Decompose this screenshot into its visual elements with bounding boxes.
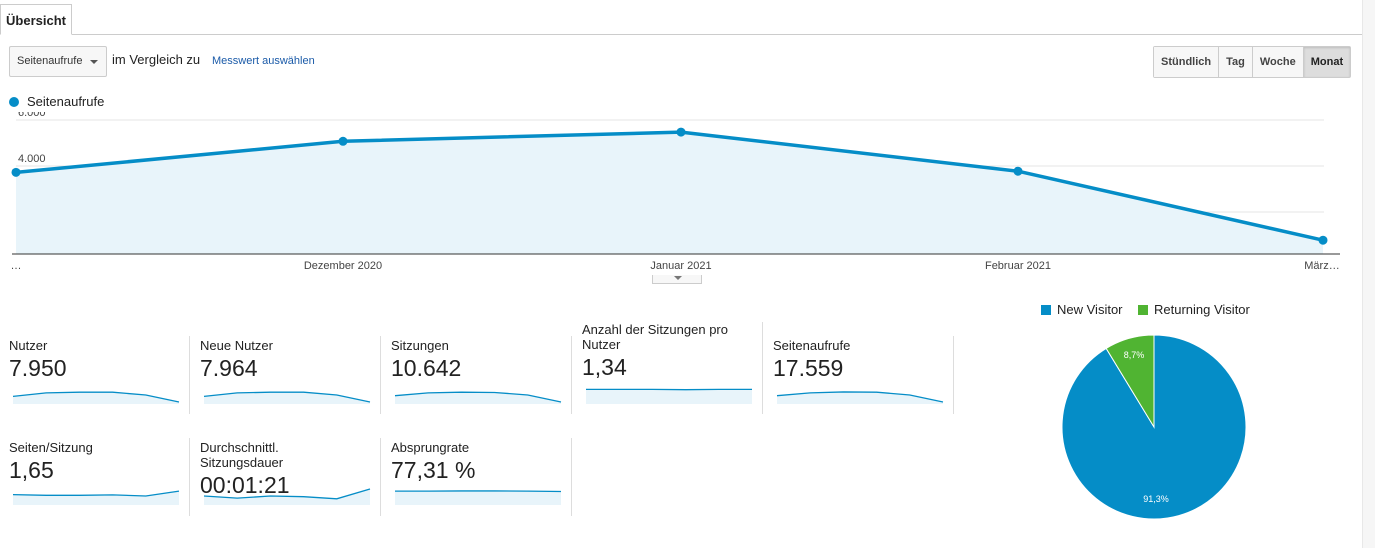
metric-label: Anzahl der Sitzungen pro Nutzer [582,322,728,352]
metric-value: 77,31 % [391,457,476,483]
granularity-switch: Stündlich Tag Woche Monat [1153,46,1352,78]
x-tick-label: … [11,260,22,272]
tile-divider [571,438,572,516]
sparkline-area [395,392,561,404]
metric-label: Seitenaufrufe [773,338,851,353]
tile-divider [189,438,190,516]
data-point[interactable] [338,136,348,146]
tile-divider [953,336,954,414]
series-legend-dot [9,97,19,107]
y-tick-label: 4.000 [18,153,46,165]
metric-sparkline [203,488,371,505]
scrollbar[interactable] [1362,0,1375,548]
granularity-month-button[interactable]: Monat [1303,47,1351,77]
legend-square-icon [1138,305,1148,315]
metric-sparkline [12,490,180,505]
granularity-day-button[interactable]: Tag [1219,47,1253,77]
series-area [16,132,1323,254]
metric-tile[interactable]: Absprungrate 77,31 % [391,440,571,484]
metric-tile[interactable]: Neue Nutzer 7.964 [200,338,380,382]
sparkline-line [12,490,180,497]
metric-sparkline [395,490,562,505]
metric-value: 1,65 [9,457,54,483]
metric-tile[interactable]: Anzahl der Sitzungen pro Nutzer 1,34 [582,322,762,381]
data-point[interactable] [1318,235,1328,245]
legend-square-icon [1041,305,1051,315]
metric-tile[interactable]: Nutzer 7.950 [9,338,189,382]
tab-divider [0,34,1364,35]
tile-divider [189,336,190,414]
tab-overview[interactable]: Übersicht [0,4,72,35]
x-tick-label: Februar 2021 [985,260,1051,272]
chevron-down-icon [674,276,682,280]
metric-select[interactable]: Seitenaufrufe [9,46,107,77]
metric-sparkline [586,388,752,404]
tile-divider [762,322,763,414]
x-tick-label: März… [1304,260,1339,272]
sparkline-line [776,391,944,403]
metric-sparkline [394,391,562,404]
y-tick-label: 6.000 [18,112,46,119]
pie-slice-returning-visitor[interactable] [1105,334,1155,429]
visitor-pie-chart: 91,3% 8,7% [1061,334,1247,520]
sparkline-line [394,391,562,403]
pie-label-new: 91,3% [1143,494,1169,504]
metric-value: 7.950 [9,355,67,381]
sparkline-area [395,490,561,505]
metric-label: Absprungrate [391,440,470,455]
tile-divider [571,336,572,414]
metric-value: 17.559 [773,355,844,381]
sparkline-line [203,391,371,403]
metric-label: Durchschnittl. Sitzungsdauer [200,440,284,470]
pie-legend-new-label: New Visitor [1057,302,1123,317]
metric-label: Nutzer [9,338,48,353]
metric-tile[interactable]: Durchschnittl. Sitzungsdauer 00:01:21 [200,440,380,499]
data-point[interactable] [1013,166,1023,176]
tile-divider [380,336,381,414]
pie-legend-returning-label: Returning Visitor [1154,302,1250,317]
metric-label: Sitzungen [391,338,449,353]
tile-divider [380,438,381,516]
sparkline-area [586,389,752,404]
sparkline-line [395,490,562,493]
pie-legend-new: New Visitor [1041,302,1123,317]
metric-label: Seiten/Sitzung [9,440,93,455]
metric-sparkline [203,391,371,404]
series-legend-label: Seitenaufrufe [27,94,105,109]
x-tick-label: Januar 2021 [650,260,711,272]
metric-tile[interactable]: Sitzungen 10.642 [391,338,571,382]
x-tick-label: Dezember 2020 [304,260,382,272]
sparkline-line [12,391,180,403]
pick-metric-link[interactable]: Messwert auswählen [212,55,315,67]
metric-sparkline [776,391,944,404]
metric-value: 00:01:21 [200,472,290,498]
metric-label: Neue Nutzer [200,338,273,353]
sparkline-line [203,488,371,500]
sparkline-area [13,491,179,505]
sparkline-area [204,392,370,404]
metric-value: 1,34 [582,354,627,380]
metric-select-value: Seitenaufrufe [17,55,83,67]
sparkline-area [13,392,179,404]
granularity-week-button[interactable]: Woche [1252,47,1304,77]
chart-collapse-toggle[interactable] [652,275,702,284]
data-point[interactable] [676,127,686,137]
compare-label: im Vergleich zu [112,52,201,67]
metric-value: 7.964 [200,355,258,381]
data-point[interactable] [11,167,21,177]
metric-tile[interactable]: Seiten/Sitzung 1,65 [9,440,189,484]
pie-legend-returning: Returning Visitor [1138,302,1250,317]
metric-tile[interactable]: Seitenaufrufe 17.559 [773,338,953,382]
metric-value: 10.642 [391,355,462,381]
metric-sparkline [12,391,180,404]
chevron-down-icon [90,60,98,64]
granularity-hourly-button[interactable]: Stündlich [1154,47,1220,77]
pie-label-returning: 8,7% [1124,350,1145,360]
